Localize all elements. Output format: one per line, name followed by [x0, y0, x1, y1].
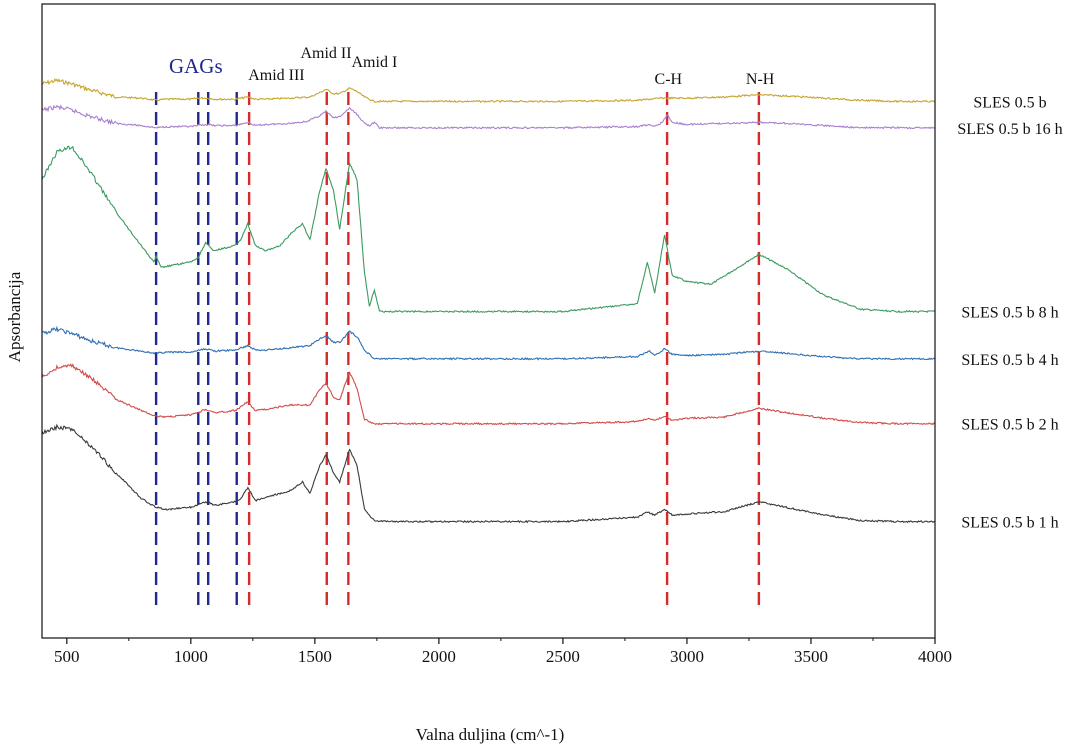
legend-entry-sles-0-5-b-8-h: SLES 0.5 b 8 h [961, 305, 1058, 322]
series-line-sles-0-5-b-2-h [41, 363, 936, 426]
annotation-amid-iii: Amid III [248, 67, 304, 84]
x-tick-label: 500 [54, 647, 80, 666]
legend: SLES 0.5 b SLES 0.5 b 16 h SLES 0.5 b 8 h S… [957, 94, 1062, 531]
x-tick-label: 4000 [918, 647, 952, 666]
x-tick-label: 1000 [174, 647, 208, 666]
series-line-sles-0-5-b-8-h [41, 145, 936, 314]
annotation-gags: GAGs [169, 54, 223, 78]
x-tick-label: 3000 [670, 647, 704, 666]
legend-entry-sles-0-5-b-16-h: SLES 0.5 b 16 h [957, 121, 1062, 138]
legend-entry-sles-0-5-b-1-h: SLES 0.5 b 1 h [961, 515, 1058, 532]
series-line-sles-0-5-b-16-h [41, 104, 936, 130]
reference-lines [154, 92, 761, 605]
x-tick-label: 3500 [794, 647, 828, 666]
legend-entry-sles-0-5-b: SLES 0.5 b [973, 94, 1046, 111]
series-line-sles-0-5-b-1-h [41, 423, 935, 524]
x-tick-label: 1500 [298, 647, 332, 666]
annotation-amid-ii: Amid II [300, 45, 351, 62]
annotation-c-h: C-H [655, 71, 683, 88]
annotation-amid-i: Amid I [352, 54, 398, 71]
series-line-sles-0-5-b [42, 78, 936, 104]
plot-frame [41, 3, 936, 639]
series-lines [41, 78, 936, 524]
annotation-n-h: N-H [746, 71, 775, 88]
legend-entry-sles-0-5-b-2-h: SLES 0.5 b 2 h [961, 417, 1058, 434]
y-axis-title: Apsorbancija [5, 271, 24, 362]
x-tick-label: 2000 [422, 647, 456, 666]
x-axis-title: Valna duljina (cm^-1) [416, 725, 565, 744]
axes: 500 1000 1500 2000 2500 3000 3500 4000 [41, 3, 952, 666]
legend-entry-sles-0-5-b-4-h: SLES 0.5 b 4 h [961, 352, 1058, 369]
series-line-sles-0-5-b-4-h [41, 325, 936, 361]
x-tick-label: 2500 [546, 647, 580, 666]
